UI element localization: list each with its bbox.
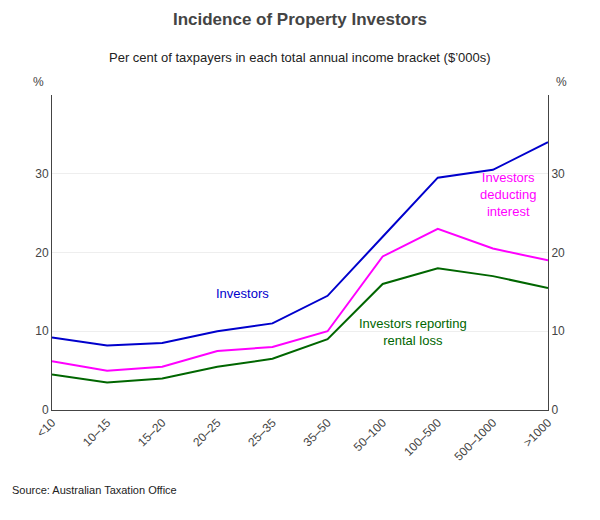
svg-text:0: 0 (42, 403, 49, 417)
svg-text:%: % (556, 75, 567, 89)
svg-text:100–500: 100–500 (401, 416, 444, 459)
svg-text:<10: <10 (34, 416, 59, 441)
svg-text:15–20: 15–20 (135, 416, 169, 450)
svg-text:20: 20 (35, 246, 49, 260)
svg-text:30: 30 (551, 167, 565, 181)
svg-text:500–1000: 500–1000 (452, 416, 500, 464)
svg-text:Incidence of Property Investor: Incidence of Property Investors (173, 10, 427, 29)
svg-text:Investors: Investors (216, 286, 269, 301)
svg-text:35–50: 35–50 (300, 416, 334, 450)
svg-text:10: 10 (551, 324, 565, 338)
svg-text:%: % (33, 75, 44, 89)
svg-text:10: 10 (35, 324, 49, 338)
svg-text:0: 0 (551, 403, 558, 417)
svg-text:50–100: 50–100 (351, 416, 389, 454)
svg-text:10–15: 10–15 (80, 416, 114, 450)
svg-text:Investors reportingrental loss: Investors reportingrental loss (359, 316, 467, 348)
svg-text:Investorsdeductinginterest: Investorsdeductinginterest (480, 170, 536, 219)
svg-text:25–35: 25–35 (245, 416, 279, 450)
svg-text:Per cent of taxpayers in each: Per cent of taxpayers in each total annu… (109, 50, 491, 65)
svg-text:>1000: >1000 (521, 416, 555, 450)
svg-text:20–25: 20–25 (190, 416, 224, 450)
svg-text:30: 30 (35, 167, 49, 181)
svg-text:Source: Australian Taxation Of: Source: Australian Taxation Office (12, 484, 177, 496)
svg-text:20: 20 (551, 246, 565, 260)
